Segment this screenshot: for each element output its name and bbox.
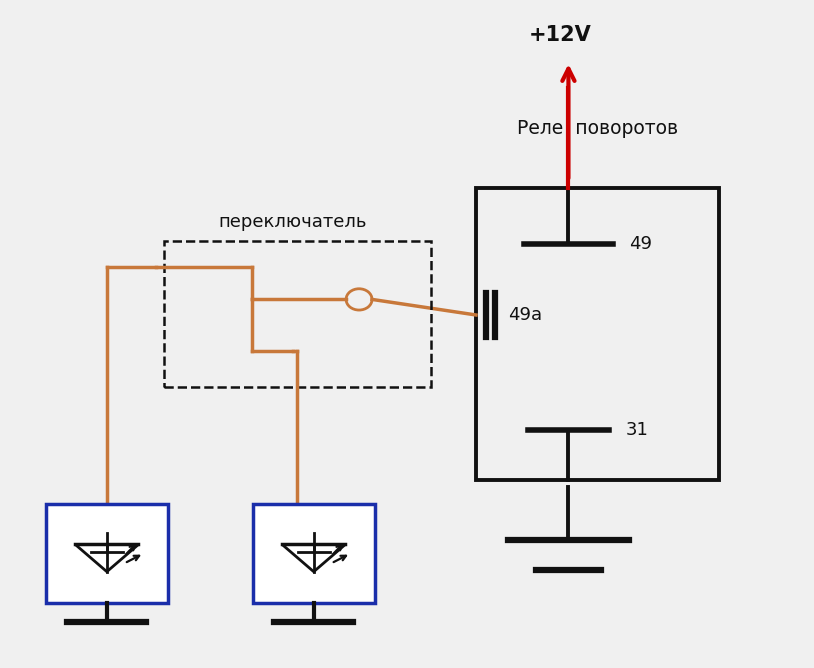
Text: 49: 49	[629, 235, 652, 253]
Text: 31: 31	[625, 422, 648, 440]
Text: +12V: +12V	[529, 25, 592, 45]
Text: Реле  поворотов: Реле поворотов	[517, 119, 678, 138]
Text: 49a: 49a	[508, 306, 541, 324]
Bar	[46, 504, 168, 603]
Bar	[164, 241, 431, 387]
Bar	[476, 188, 720, 480]
Bar	[253, 504, 374, 603]
Text: переключатель: переключатель	[218, 213, 366, 231]
